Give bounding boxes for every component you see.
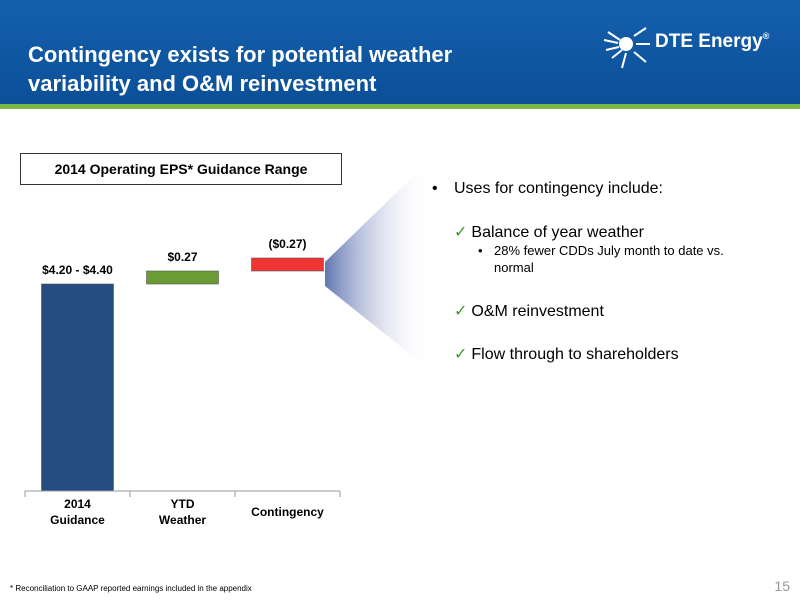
- logo-wordmark: DTE Energy®: [655, 31, 769, 53]
- header-banner: [0, 0, 800, 104]
- bar: [41, 283, 114, 492]
- check-item: ✓ Balance of year weather: [454, 222, 644, 242]
- checkmark-icon: ✓: [454, 303, 468, 320]
- check-item-text: O&M reinvestment: [471, 303, 604, 320]
- category-label: YTD: [171, 497, 195, 511]
- data-label: $0.27: [167, 250, 197, 264]
- logo-name: DTE Energy: [655, 31, 763, 52]
- bullet-main-text: Uses for contingency include:: [454, 180, 663, 197]
- bar: [251, 257, 324, 272]
- sub-bullet-text: 28% fewer CDDs July month to date vs. no…: [494, 243, 724, 275]
- category-label: Guidance: [50, 513, 105, 527]
- page-number: 15: [774, 578, 790, 594]
- header-accent-line: [0, 104, 800, 109]
- chart-title: 2014 Operating EPS* Guidance Range: [20, 153, 342, 185]
- logo-registered: ®: [762, 31, 770, 41]
- category-label: Contingency: [251, 505, 324, 519]
- check-item-text: Flow through to shareholders: [471, 346, 679, 363]
- checkmark-icon: ✓: [454, 346, 468, 363]
- check-item: ✓ Flow through to shareholders: [454, 344, 679, 364]
- bullet-dot: •: [432, 180, 438, 197]
- category-label: 2014: [64, 497, 91, 511]
- checkmark-icon: ✓: [454, 224, 468, 241]
- callout-fan: [325, 160, 430, 370]
- check-item: ✓ O&M reinvestment: [454, 301, 604, 321]
- category-label: Weather: [159, 513, 206, 527]
- footnote: * Reconciliation to GAAP reported earnin…: [10, 584, 252, 593]
- bullet-dot: •: [478, 243, 483, 258]
- bar: [146, 270, 219, 285]
- data-label: ($0.27): [268, 237, 306, 251]
- dte-logo-icon: [603, 27, 650, 69]
- page-title: Contingency exists for potential weather…: [28, 42, 453, 96]
- data-label: $4.20 - $4.40: [42, 263, 113, 277]
- check-item-text: Balance of year weather: [471, 224, 644, 241]
